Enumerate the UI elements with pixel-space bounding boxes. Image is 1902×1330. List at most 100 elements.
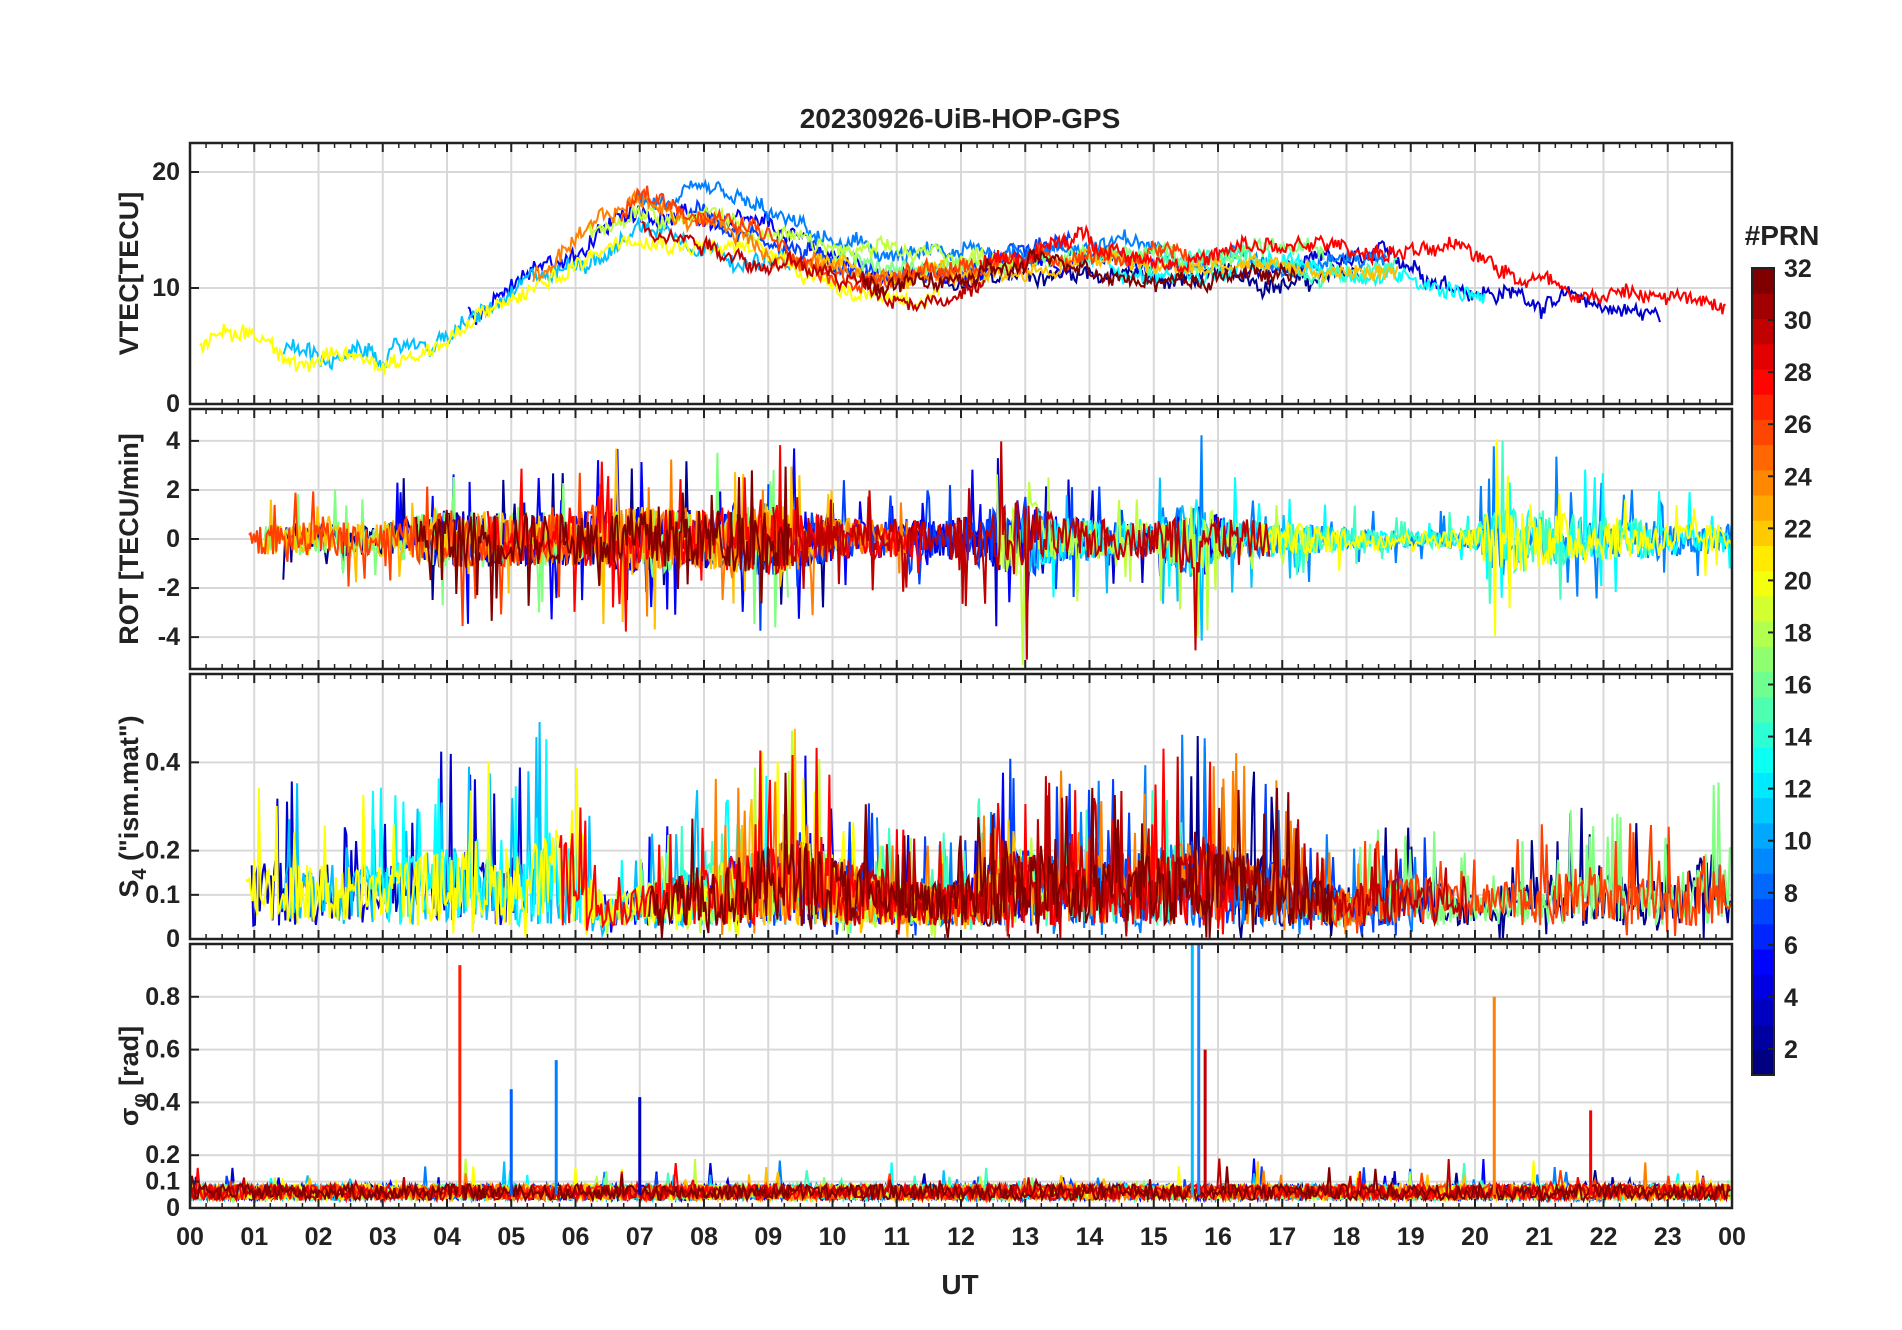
x-tick-label: 03	[369, 1223, 397, 1251]
series-prn-29	[979, 224, 1727, 315]
y-tick-label: -4	[158, 623, 180, 651]
colorbar-segment	[1752, 797, 1774, 824]
colorbar-segment	[1752, 570, 1774, 597]
y-tick-label: 0	[166, 525, 180, 553]
y-tick-label: 2	[166, 476, 180, 504]
y-axis-label-sub: φ	[129, 1093, 151, 1107]
colorbar-segment	[1752, 268, 1774, 294]
y-tick-label: 4	[166, 427, 180, 455]
colorbar-segment	[1752, 545, 1774, 572]
colorbar-tick-label: 4	[1784, 984, 1798, 1012]
colorbar-segment	[1752, 974, 1774, 1000]
y-axis-label-sigphi: σφ [rad]	[114, 1026, 151, 1126]
series-group-s4	[245, 721, 1732, 939]
colorbar-segment	[1752, 368, 1774, 395]
series-prn-27	[1320, 823, 1732, 937]
x-tick-label: 06	[562, 1223, 590, 1251]
x-tick-label: 04	[433, 1223, 461, 1251]
x-tick-label: 20	[1461, 1223, 1489, 1251]
x-tick-label: 22	[1590, 1223, 1618, 1251]
colorbar-tick-label: 10	[1784, 828, 1812, 856]
y-axis-label-rest: [rad]	[114, 1026, 144, 1094]
colorbar-segment	[1752, 394, 1774, 420]
colorbar-tick-label: 22	[1784, 515, 1812, 543]
colorbar-tick-label: 12	[1784, 776, 1812, 804]
y-axis-label-rot: ROT [TECU/min]	[114, 433, 144, 644]
x-tick-label: 00	[176, 1223, 204, 1251]
x-tick-label: 02	[305, 1223, 333, 1251]
y-tick-label: 20	[152, 158, 180, 186]
y-tick-label: 0.4	[145, 1088, 180, 1116]
series-prn-33	[862, 248, 1297, 299]
y-tick-label: 0.1	[145, 1168, 180, 1196]
colorbar-tick-label: 2	[1784, 1036, 1798, 1064]
colorbar-tick-label: 16	[1784, 672, 1812, 700]
colorbar-segment	[1752, 948, 1774, 975]
colorbar-segment	[1752, 343, 1774, 370]
series-prn-31	[772, 441, 1271, 660]
colorbar-segment	[1752, 494, 1774, 521]
series-prn-33	[648, 772, 1333, 939]
x-tick-label: 12	[947, 1223, 975, 1251]
y-tick-label: 0.2	[145, 837, 180, 865]
y-tick-label: 0.6	[145, 1036, 180, 1064]
colorbar-segment	[1752, 822, 1774, 849]
chart-title: 20230926-UiB-HOP-GPS	[800, 103, 1121, 134]
series-group-rot	[248, 435, 1732, 666]
x-tick-label: 08	[690, 1223, 718, 1251]
colorbar-segment	[1752, 873, 1774, 900]
series-prn-19	[587, 203, 1019, 273]
colorbar-segment	[1752, 444, 1774, 471]
y-tick-label: 0.4	[145, 748, 180, 776]
y-tick-label: 0	[166, 1194, 180, 1222]
x-tick-label: 21	[1525, 1223, 1553, 1251]
panel-vtec: 0 10 20 VTEC[TECU]	[114, 141, 1734, 418]
x-axis-label: UT	[941, 1269, 978, 1300]
series-prn-5	[467, 203, 1155, 326]
series-prn-21	[1246, 439, 1732, 637]
colorbar-frame	[1751, 267, 1775, 1076]
series-prn-31	[641, 220, 986, 313]
x-tick-label: 14	[1076, 1223, 1104, 1251]
x-tick-label: 05	[497, 1223, 525, 1251]
x-tick-label: 00	[1718, 1223, 1746, 1251]
x-tick-label: 09	[754, 1223, 782, 1251]
x-tick-label: 15	[1140, 1223, 1168, 1251]
x-tick-label: 13	[1011, 1223, 1039, 1251]
colorbar-tick-label: 32	[1784, 255, 1812, 283]
x-tick-label: 17	[1268, 1223, 1296, 1251]
y-axis-label-vtec: VTEC[TECU]	[114, 192, 144, 356]
colorbar-tick-label: 18	[1784, 619, 1812, 647]
y-tick-label: 0.8	[145, 983, 180, 1011]
series-prn-33	[190, 1166, 1731, 1204]
colorbar-segment	[1752, 923, 1774, 950]
series-prn-21	[198, 231, 940, 375]
panel-rot: -4 -2 0 2 4 ROT [TECU/min]	[114, 407, 1734, 671]
colorbar-segment	[1752, 721, 1774, 748]
y-tick-label: -2	[158, 574, 180, 602]
colorbar-tick-label: 14	[1784, 724, 1812, 752]
series-prn-19	[996, 474, 1321, 666]
series-prn-25	[532, 189, 1000, 290]
colorbar-segment	[1752, 520, 1774, 547]
panel-s4: 00.10.20.4S4 ("ism.mat")	[114, 672, 1734, 953]
y-axis-label-sub: 4	[129, 868, 151, 880]
series-prn-9	[1150, 435, 1732, 599]
series-prn-33	[415, 466, 790, 621]
colorbar-segment	[1752, 898, 1774, 925]
colorbar-segment	[1752, 646, 1774, 673]
y-axis-label-s4: S4 ("ism.mat")	[114, 715, 151, 897]
x-tick-label: 16	[1204, 1223, 1232, 1251]
x-tick-label: 23	[1654, 1223, 1682, 1251]
panel-sigphi: 00.10.2 0.4 0.6 0.8 σφ [rad]	[114, 942, 1734, 1222]
colorbar-tick-label: 28	[1784, 359, 1812, 387]
colorbar-segment	[1752, 772, 1774, 799]
colorbar-segment	[1752, 419, 1774, 446]
y-axis-label-rest: ("ism.mat")	[114, 715, 144, 868]
colorbar-segment	[1752, 999, 1774, 1026]
series-prn-27	[620, 185, 1190, 294]
series-group-sigphi	[190, 944, 1732, 1205]
colorbar-tick-label: 30	[1784, 307, 1812, 335]
